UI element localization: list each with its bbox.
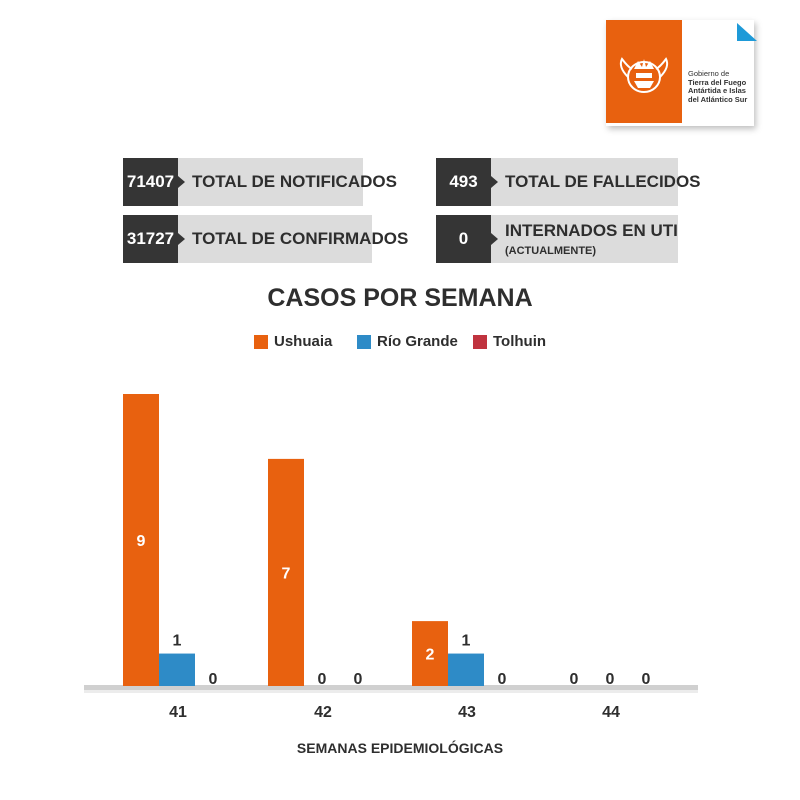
x-axis-title: SEMANAS EPIDEMIOLÓGICAS [296,740,504,756]
bar-ushuaia-42 [268,458,304,686]
x-tick-label-41: 41 [169,704,187,721]
logo-text: Gobierno de Tierra del Fuego Antártida e… [688,69,754,104]
arrow-icon [178,233,185,245]
data-label-rio-grande-42: 0 [318,671,327,688]
data-label-ushuaia-44: 0 [570,671,579,688]
logo-card: Gobierno de Tierra del Fuego Antártida e… [606,20,754,126]
data-label-ushuaia-41: 9 [137,533,146,550]
data-label-tolhuin-42: 0 [354,671,363,688]
stat-confirmados-value: 31727 [123,215,178,263]
stat-notificados-label: TOTAL DE NOTIFICADOS [178,158,397,206]
stat-notificados-value: 71407 [123,158,178,206]
chart-title: CASOS POR SEMANA [267,284,533,312]
logo-line-1: Gobierno de [688,69,730,78]
bar-ushuaia-43 [412,621,448,686]
legend-swatch-rio-grande [357,335,371,349]
x-tick-label-43: 43 [458,704,476,721]
arrow-icon [491,176,498,188]
logo-line-2: Tierra del Fuego [688,77,747,87]
data-label-tolhuin-41: 0 [209,671,218,688]
stat-uti: 0 INTERNADOS EN UTI (ACTUALMENTE) [436,215,678,263]
logo-orange-block [606,20,682,123]
corner-triangle-icon [737,23,757,41]
legend-label-ushuaia: Ushuaia [274,333,333,350]
data-label-tolhuin-44: 0 [642,671,651,688]
arrow-icon [178,176,185,188]
legend-swatch-ushuaia [254,335,268,349]
stat-fallecidos-label: TOTAL DE FALLECIDOS [491,158,701,206]
logo-line-3: Antártida e Islas [688,86,746,95]
bar-rio-grande-41 [159,653,195,686]
stat-uti-label-box: INTERNADOS EN UTI (ACTUALMENTE) [491,215,678,263]
x-tick-label-42: 42 [314,704,332,721]
data-label-rio-grande-43: 1 [462,633,471,650]
stat-notificados: 71407 TOTAL DE NOTIFICADOS [123,158,397,206]
bar-rio-grande-43 [448,653,484,686]
stat-fallecidos: 493 TOTAL DE FALLECIDOS [436,158,701,206]
data-label-tolhuin-43: 0 [498,671,507,688]
data-label-ushuaia-42: 7 [282,565,291,582]
x-tick-label-44: 44 [602,704,620,721]
legend-label-tolhuin: Tolhuin [493,333,547,350]
x-axis-baseline [84,685,698,690]
stat-confirmados: 31727 TOTAL DE CONFIRMADOS [123,215,408,263]
arrow-icon [491,233,498,245]
coat-of-arms-icon [619,57,669,93]
data-label-rio-grande-44: 0 [606,671,615,688]
data-label-ushuaia-43: 2 [426,647,435,664]
stat-uti-value: 0 [436,215,491,263]
stat-confirmados-label: TOTAL DE CONFIRMADOS [178,215,408,263]
stat-uti-label: INTERNADOS EN UTI [505,221,678,240]
stat-uti-sublabel: (ACTUALMENTE) [505,245,597,257]
data-label-rio-grande-41: 1 [173,633,182,650]
x-axis-shadow [84,690,698,693]
legend-swatch-tolhuin [473,335,487,349]
legend-label-rio-grande: Río Grande [377,333,458,350]
stat-fallecidos-value: 493 [436,158,491,206]
logo-line-4: del Atlántico Sur [688,94,748,104]
bar-ushuaia-41 [123,394,159,686]
